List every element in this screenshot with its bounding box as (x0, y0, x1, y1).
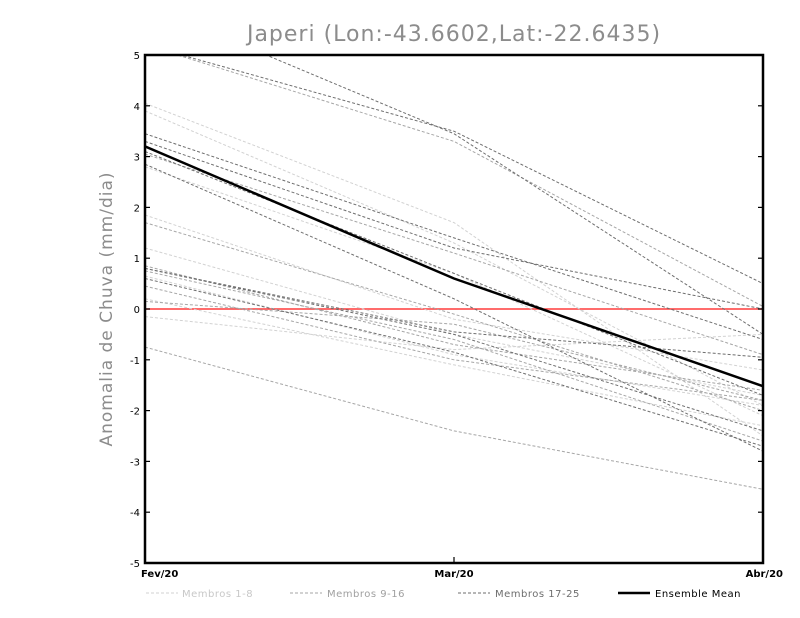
member-series-line-23 (179, 55, 763, 285)
member-series-line-22 (145, 278, 763, 447)
member-series-line-18 (145, 140, 763, 310)
series-layer (145, 55, 763, 490)
member-series-line-13 (145, 285, 763, 401)
y-tick-label: -3 (130, 457, 140, 468)
x-tick-label: Mar/20 (434, 569, 473, 580)
ensemble-mean-line (145, 145, 763, 388)
member-series-line-25 (145, 267, 763, 358)
member-series-line-15 (145, 346, 763, 490)
y-tick-label: 5 (134, 51, 140, 62)
chart-title: Japeri (Lon:-43.6602,Lat:-22.6435) (245, 22, 661, 47)
y-tick-label: 2 (134, 203, 140, 214)
y-tick-label: -4 (130, 508, 140, 519)
member-series-line-17 (145, 133, 763, 340)
member-series-line-16 (175, 55, 763, 307)
legend-label-members-9-16: Membros 9-16 (327, 589, 405, 600)
member-series-line-6 (145, 275, 763, 406)
plot-frame (143, 53, 765, 565)
member-series-line-12 (145, 270, 763, 442)
member-series-line-4 (145, 214, 763, 371)
y-tick-label: 4 (134, 102, 140, 113)
y-axis-label: Anomalia de Chuva (mm/dia) (97, 171, 117, 446)
y-tick-label: -1 (130, 356, 140, 367)
member-series-line-7 (145, 298, 763, 427)
member-series-line-2 (145, 110, 763, 406)
member-series-line-8 (145, 316, 763, 351)
member-series-line-9 (145, 153, 763, 356)
member-series-line-14 (145, 300, 763, 401)
y-tick-label: 0 (134, 305, 140, 316)
member-series-line-19 (145, 151, 763, 396)
member-series-line-11 (145, 265, 763, 391)
x-tick-label: Fev/20 (141, 569, 178, 580)
member-series-line-1 (145, 102, 763, 437)
y-tick-label: 3 (134, 153, 140, 164)
y-tick-label: -5 (130, 559, 140, 570)
y-tick-label: -2 (130, 407, 140, 418)
member-series-line-20 (145, 163, 763, 452)
legend-label-ensemble-mean: Ensemble Mean (655, 589, 741, 600)
legend-label-members-1-8: Membros 1-8 (182, 589, 253, 600)
legend: Membros 1-8 Membros 9-16 Membros 17-25 E… (146, 589, 741, 600)
member-series-line-24 (264, 55, 763, 335)
y-tick-label: 1 (134, 254, 140, 265)
member-series-line-10 (145, 222, 763, 412)
member-series-line-21 (145, 267, 763, 432)
legend-label-members-17-25: Membros 17-25 (495, 589, 580, 600)
x-tick-label: Abr/20 (746, 569, 783, 580)
